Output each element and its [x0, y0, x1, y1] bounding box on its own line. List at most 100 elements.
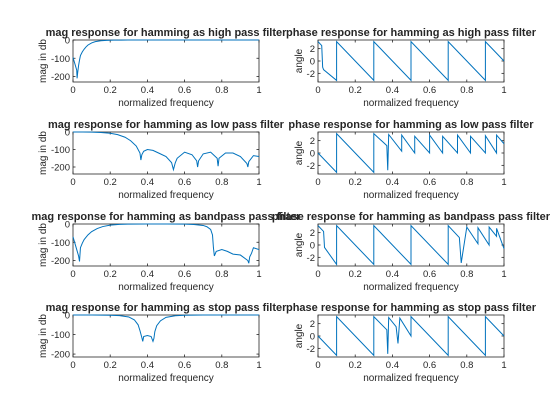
- chart-7-xtick-label: 1: [256, 360, 261, 371]
- chart-5-series-line: [72, 223, 260, 264]
- chart-6-xtick-label: 0.2: [349, 269, 362, 280]
- chart-8-title: phase response for hamming as stop pass …: [286, 302, 537, 314]
- chart-2-ylabel: angle: [294, 48, 305, 73]
- chart-6-ytick-label: 2: [310, 228, 315, 239]
- chart-8-xlabel: normalized frequency: [363, 373, 459, 384]
- chart-5-xtick-label: 1: [256, 269, 261, 280]
- chart-4-panel: 0 0.2 0.4 0.6 0.8 1 -20 2 phase response for ham…: [288, 119, 534, 201]
- chart-1-xtick-label: 1: [256, 85, 261, 96]
- chart-3-xtick-label: 0.8: [215, 177, 228, 188]
- chart-2-xtick-label: 0.2: [349, 85, 362, 96]
- chart-7-xtick-label: 0.6: [178, 360, 191, 371]
- chart-6-xtick-label: 1: [501, 269, 506, 280]
- chart-1-series-line: [72, 39, 259, 79]
- chart-1-xlabel: normalized frequency: [118, 98, 214, 109]
- chart-2-series-line: [317, 40, 505, 82]
- chart-5-xlabel: normalized frequency: [118, 282, 214, 293]
- chart-5-ytick-label: -200: [51, 256, 70, 267]
- chart-3-xtick-label: 0: [70, 177, 75, 188]
- chart-2-title: phase response for hamming as high pass …: [286, 27, 537, 39]
- chart-1-title: mag response for hamming as high pass fi…: [46, 27, 288, 39]
- chart-4-ytick-label: -2: [307, 161, 315, 172]
- chart-5-ytick-label: -100: [51, 238, 70, 249]
- chart-5-xtick-label: 0: [70, 269, 75, 280]
- chart-8-ylabel: angle: [294, 323, 305, 348]
- chart-3-ylabel: mag in db: [38, 131, 49, 175]
- chart-8-xtick-label: 0: [315, 360, 320, 371]
- chart-1-xtick-label: 0.2: [104, 85, 117, 96]
- chart-6-xtick-label: 0: [315, 269, 320, 280]
- chart-6-xlabel: normalized frequency: [363, 282, 459, 293]
- chart-3-series-line: [72, 131, 260, 172]
- chart-7-xtick-label: 0.8: [215, 360, 228, 371]
- chart-6-ytick-label: -2: [307, 253, 315, 264]
- chart-5-xtick-label: 0.2: [104, 269, 117, 280]
- chart-6-ylabel: angle: [294, 232, 305, 257]
- chart-6-xtick-label: 0.8: [460, 269, 473, 280]
- chart-1-ylabel: mag in db: [38, 39, 49, 83]
- chart-3-xtick-label: 0.6: [178, 177, 191, 188]
- chart-8-xtick-label: 1: [501, 360, 506, 371]
- chart-4-xtick-label: 0.6: [423, 177, 436, 188]
- chart-1-xtick-label: 0.8: [215, 85, 228, 96]
- chart-8-panel: 0 0.2 0.4 0.6 0.8 1 -20 2 phase response for ham…: [286, 302, 537, 384]
- chart-5-ylabel: mag in db: [38, 223, 49, 267]
- chart-5-axes-box: [72, 223, 260, 267]
- chart-3-title: mag response for hamming as low pass fil…: [48, 119, 285, 131]
- chart-3-ytick-label: -100: [51, 145, 70, 156]
- chart-2-ytick-label: 0: [310, 57, 315, 68]
- chart-4-xtick-label: 1: [501, 177, 506, 188]
- chart-7-series-line: [73, 314, 259, 343]
- chart-8-xtick-label: 0.4: [386, 360, 399, 371]
- chart-6-xtick-label: 0.4: [386, 269, 399, 280]
- chart-7-xtick-label: 0.4: [141, 360, 154, 371]
- chart-6-panel: 0 0.2 0.4 0.6 0.8 1 -20 2 phase response for ham…: [272, 211, 551, 293]
- chart-2-xtick-label: 0: [315, 85, 320, 96]
- chart-2-xlabel: normalized frequency: [363, 98, 459, 109]
- chart-6-ytick-label: 0: [310, 241, 315, 252]
- chart-8-xtick-label: 0.2: [349, 360, 362, 371]
- chart-4-ytick-label: 0: [310, 149, 315, 160]
- chart-8-ytick-label: 0: [310, 332, 315, 343]
- chart-3-xtick-label: 0.2: [104, 177, 117, 188]
- chart-4-xtick-label: 0: [315, 177, 320, 188]
- chart-8-xtick-label: 0.8: [460, 360, 473, 371]
- chart-3-xtick-label: 1: [256, 177, 261, 188]
- chart-1-xtick-label: 0: [70, 85, 75, 96]
- chart-4-xlabel: normalized frequency: [363, 190, 459, 201]
- chart-7-title: mag response for hamming as stop pass fi…: [46, 302, 288, 314]
- chart-8-series-line: [317, 315, 505, 357]
- chart-4-axes-box: [317, 131, 505, 175]
- chart-7-ytick-label: 0: [65, 311, 70, 322]
- chart-4-title: phase response for hamming as low pass f…: [288, 119, 534, 131]
- chart-7-xtick-label: 0: [70, 360, 75, 371]
- chart-3-xtick-label: 0.4: [141, 177, 154, 188]
- chart-3-xlabel: normalized frequency: [118, 190, 214, 201]
- chart-6-xtick-label: 0.6: [423, 269, 436, 280]
- chart-5-ytick-label: 0: [65, 220, 70, 231]
- chart-7-ylabel: mag in db: [38, 314, 49, 358]
- chart-4-xtick-label: 0.8: [460, 177, 473, 188]
- chart-2-ytick-label: 2: [310, 44, 315, 55]
- chart-1-axes-box: [72, 39, 260, 83]
- chart-7-xlabel: normalized frequency: [118, 373, 214, 384]
- chart-1-ytick-label: 0: [65, 36, 70, 47]
- chart-8-xtick-label: 0.6: [423, 360, 436, 371]
- chart-4-ytick-label: 2: [310, 136, 315, 147]
- chart-5-xtick-label: 0.6: [178, 269, 191, 280]
- chart-4-xtick-label: 0.2: [349, 177, 362, 188]
- chart-4-series-line: [317, 132, 505, 174]
- chart-2-xtick-label: 0.4: [386, 85, 399, 96]
- chart-5-xtick-label: 0.8: [215, 269, 228, 280]
- chart-5-title: mag response for hamming as bandpass pas…: [32, 211, 302, 223]
- chart-8-ytick-label: 2: [310, 319, 315, 330]
- chart-5-xtick-label: 0.4: [141, 269, 154, 280]
- chart-4-xtick-label: 0.4: [386, 177, 399, 188]
- chart-7-ytick-label: -100: [51, 330, 70, 341]
- chart-3-ytick-label: 0: [65, 128, 70, 139]
- chart-3-ytick-label: -200: [51, 163, 70, 174]
